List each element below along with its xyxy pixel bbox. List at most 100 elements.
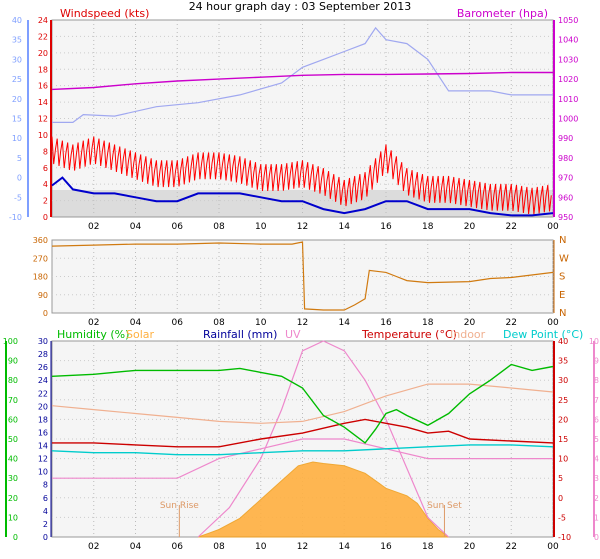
legend-indoor: Indoor [450,328,486,341]
uv-tick: 0 [594,533,599,542]
humidity-panel-x-tick: 04 [130,542,142,552]
wind-panel-x-tick: 06 [172,222,184,232]
rainfall-tick: 26 [38,363,48,372]
outer-wind-tick: 35 [12,36,22,45]
direction-panel-x-tick: 22 [506,318,517,328]
outer-wind-tick: -5 [14,193,22,202]
rainfall-tick: 2 [43,520,48,529]
uv-tick: 5 [594,435,599,444]
rainfall-tick: 6 [43,494,48,503]
direction-panel-x-tick: 02 [88,318,99,328]
rainfall-tick: 4 [43,507,48,516]
humidity-tick: 70 [8,396,18,405]
humidity-tick: 30 [8,474,18,483]
uv-line [52,438,553,479]
windspeed-tick: 6 [43,164,48,173]
rainfall-tick: 28 [38,350,48,359]
wind-panel-x-tick: 12 [297,222,308,232]
humidity-tick: 50 [8,435,18,444]
rainfall-tick: 24 [38,376,48,385]
compass-tick: N [559,235,566,246]
barometer-axis-title: Barometer (hpa) [457,7,548,20]
uv-tick: 2 [594,494,599,503]
barometer-tick: 980 [558,154,573,163]
rainfall-tick: 30 [38,337,48,346]
rainfall-tick: 22 [38,389,48,398]
humidity-tick: 80 [8,376,18,385]
direction-panel-x-tick: 04 [130,318,142,328]
indoor-line [51,383,554,424]
barometer-tick: 960 [558,193,573,202]
uv-tick: 9 [594,357,599,366]
windspeed-tick: 0 [43,213,48,222]
wind-panel-x-tick: 14 [339,222,351,232]
windspeed-tick: 18 [38,65,48,74]
direction-panel-x-tick: 16 [380,318,392,328]
direction-panel-x-tick: 14 [339,318,351,328]
temperature-tick: 30 [558,376,568,385]
wind-panel-x-tick: 04 [130,222,142,232]
barometer-line [51,71,553,91]
rainfall-tick: 0 [43,533,48,542]
rainfall-tick: 12 [38,455,48,464]
humidity-line [51,363,554,444]
direction-panel-x-tick: 06 [172,318,184,328]
uv-daytime-line [197,340,450,538]
uv-tick: 8 [594,376,599,385]
windspeed-tick: 2 [43,197,48,206]
uv-tick: 3 [594,474,599,483]
rainfall-tick: 20 [38,402,48,411]
humidity-panel-x-tick: 02 [88,542,99,552]
humidity-panel-x-tick: 08 [213,542,225,552]
compass-tick: S [559,272,565,283]
windspeed-tick: 24 [38,16,48,25]
temperature-tick: 35 [558,357,568,366]
legend-humidity: Humidity (%) [57,328,129,341]
windspeed-axis-title: Windspeed (kts) [60,7,149,20]
temperature-tick: 0 [558,494,563,503]
outer-wind-tick: -10 [9,213,22,222]
humidity-tick: 40 [8,455,18,464]
humidity-panel-x-tick: 10 [255,542,267,552]
barometer-tick: 1030 [558,55,578,64]
wind-panel-x-tick: 08 [213,222,225,232]
temperature-tick: 15 [558,435,568,444]
windspeed-tick: 12 [38,115,48,124]
windspeed-tick: 20 [38,49,48,58]
direction-panel-x-tick: 20 [464,318,476,328]
humidity-tick: 10 [8,513,18,522]
temperature-tick: 25 [558,396,568,405]
wind-panel-x-tick: 02 [88,222,99,232]
windspeed-tick: 14 [38,98,48,107]
windspeed-tick: 16 [38,82,48,91]
rainfall-tick: 10 [38,468,48,477]
barometer-tick: 990 [558,134,573,143]
temperature-tick: 5 [558,474,563,483]
solar-area [197,461,449,538]
wind-panel-x-tick: 00 [547,222,559,232]
outer-wind-tick: 5 [17,154,22,163]
direction-tick: 0 [43,309,48,318]
direction-panel-x-tick: 12 [297,318,308,328]
uv-tick: 4 [594,455,599,464]
rainfall-tick: 14 [38,442,48,451]
humidity-panel-x-tick: 00 [547,542,559,552]
windspeed-tick: 22 [38,32,48,41]
barometer-tick: 1050 [558,16,578,25]
outer-wind-tick: 0 [17,174,22,183]
legend-temperature: Temperature (°C) [361,328,457,341]
wind-panel-x-tick: 22 [506,222,517,232]
windspeed-tick: 4 [43,180,48,189]
temperature-tick: 10 [558,455,568,464]
uv-tick: 7 [594,396,599,405]
outer-wind-tick: 10 [12,134,22,143]
outer-wind-tick: 25 [12,75,22,84]
humidity-tick: 90 [8,357,18,366]
wind-average-trend-line [52,26,553,124]
temperature-tick: -5 [558,513,566,522]
barometer-tick: 1010 [558,95,578,104]
wind-average-line [51,176,554,217]
sunset-label: Sun Set [427,501,462,511]
